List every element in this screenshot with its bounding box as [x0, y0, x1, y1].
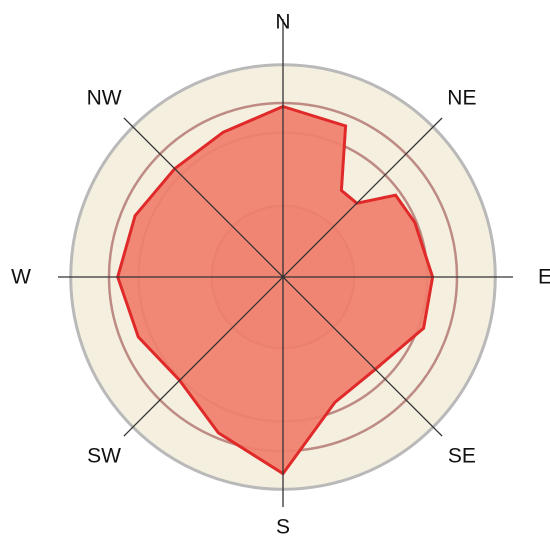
- direction-label-s: S: [276, 516, 290, 539]
- direction-label-sw: SW: [87, 444, 121, 467]
- direction-label-e: E: [538, 266, 550, 289]
- direction-label-se: SE: [448, 444, 476, 467]
- direction-label-ne: NE: [447, 87, 476, 110]
- direction-label-nw: NW: [87, 87, 122, 110]
- axis-se-nw: [123, 117, 443, 437]
- direction-label-n: N: [275, 11, 290, 34]
- direction-label-w: W: [11, 266, 31, 289]
